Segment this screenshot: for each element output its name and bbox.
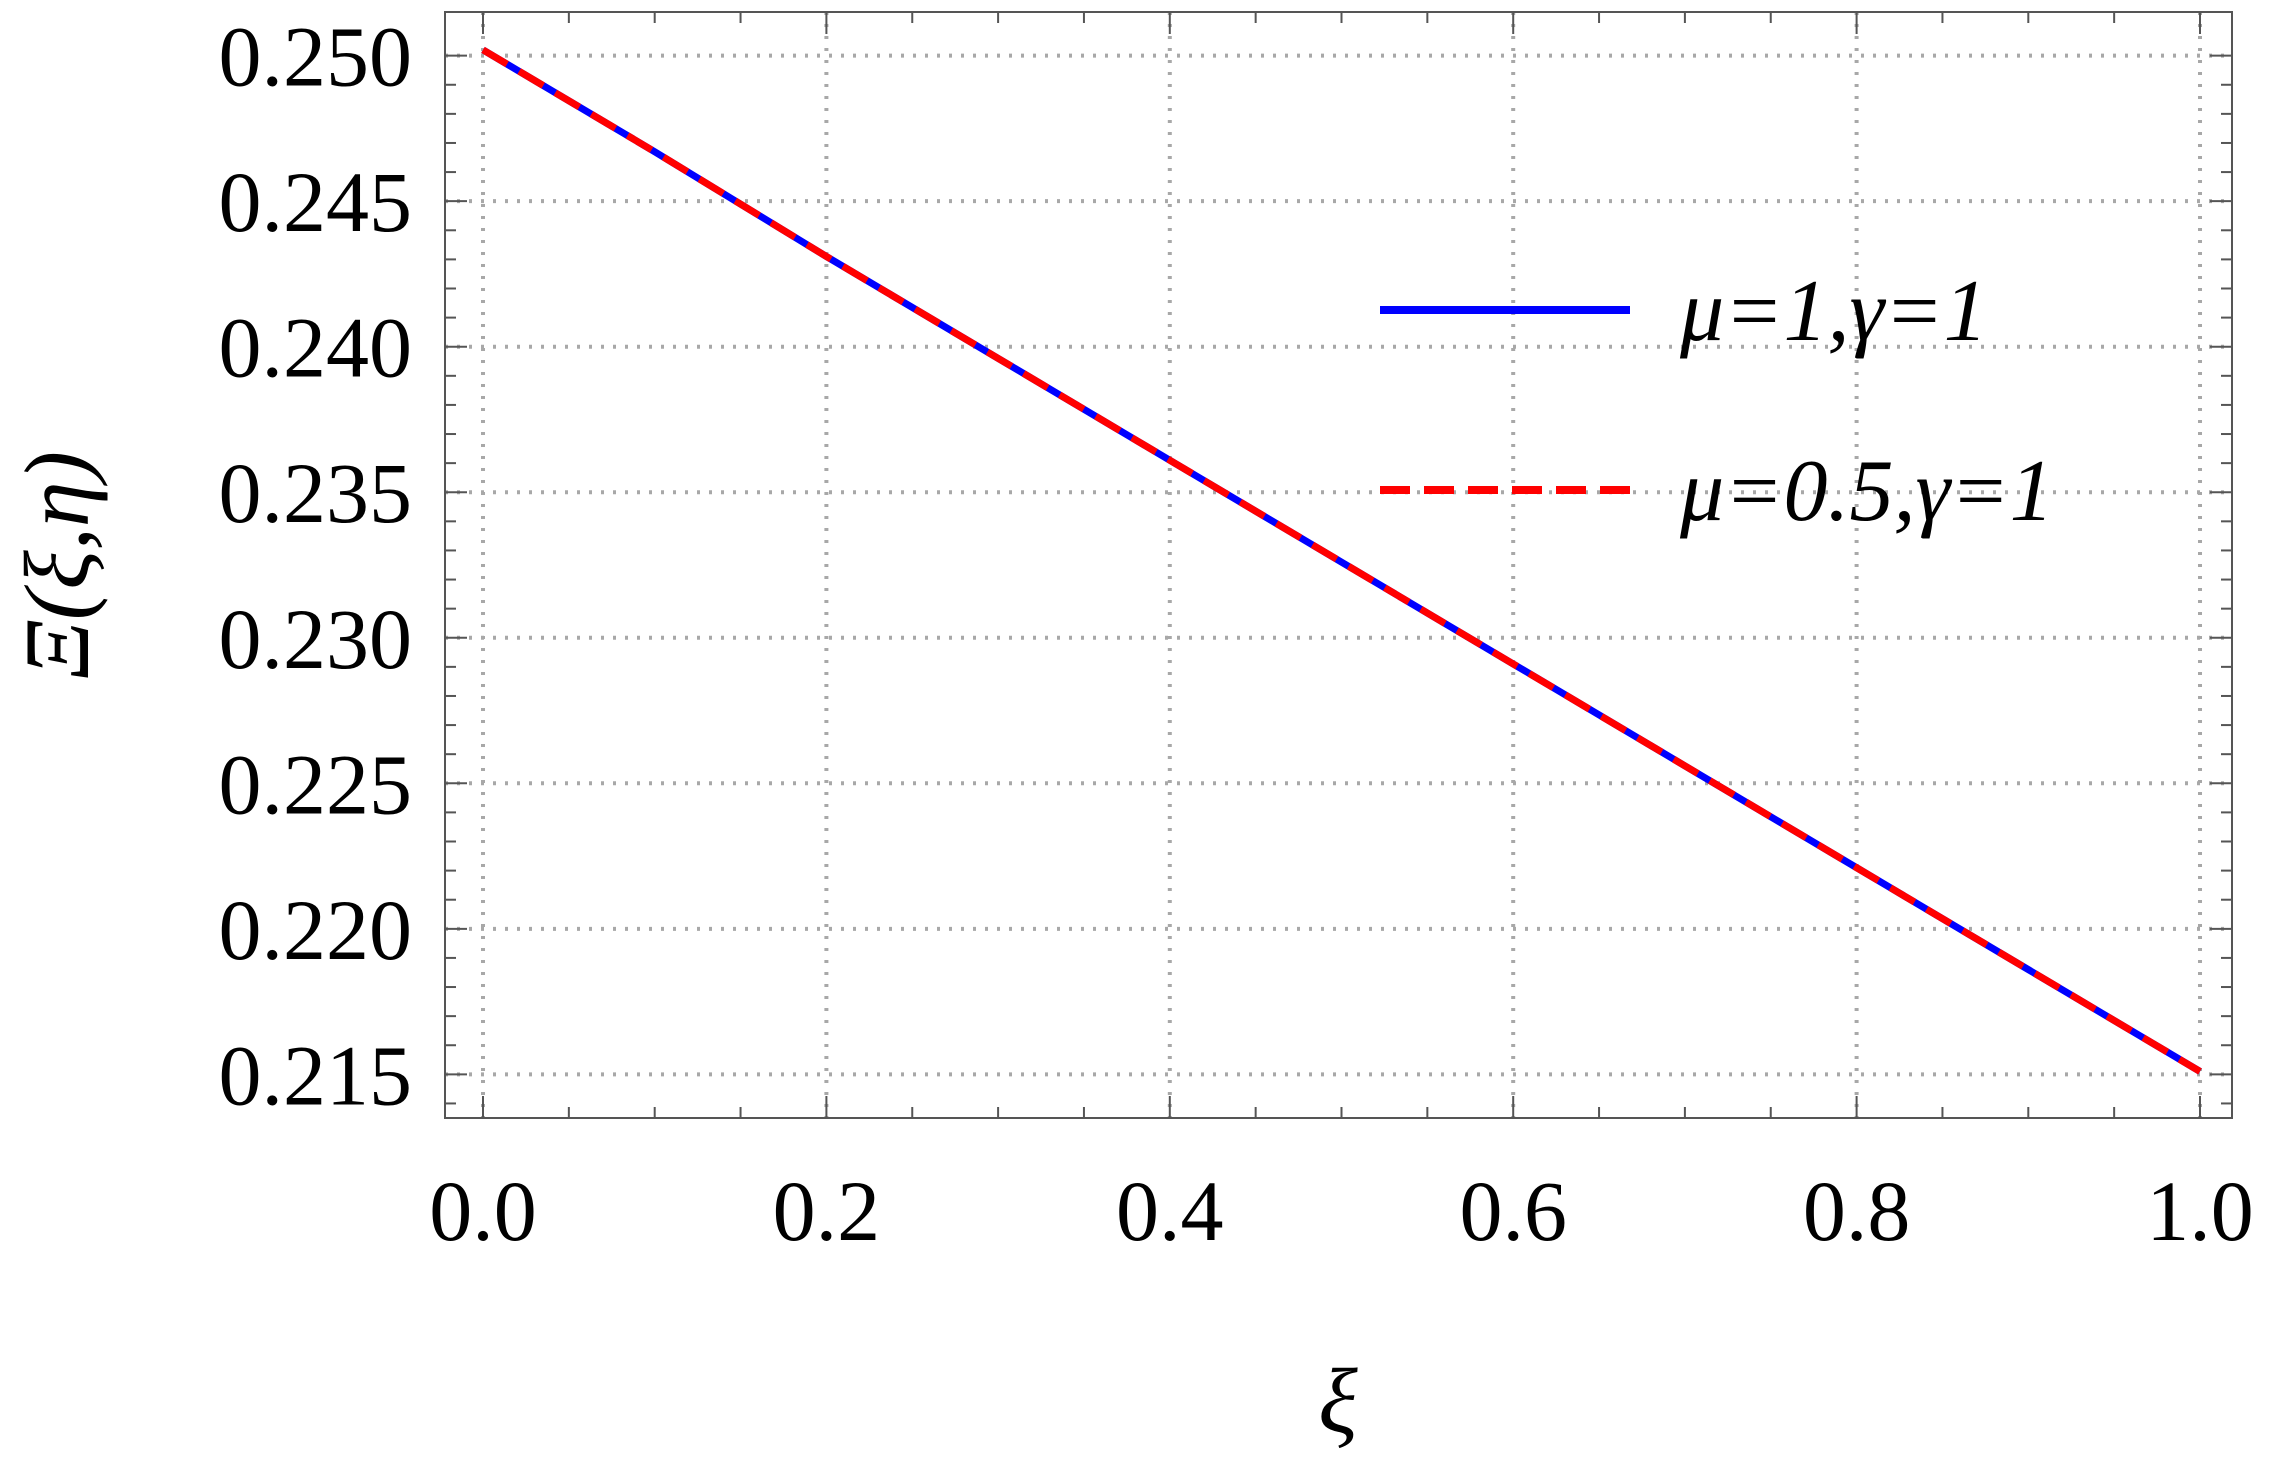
legend: μ=1,γ=1 μ=0.5,γ=1 bbox=[1380, 263, 2054, 540]
y-tick-label: 0.250 bbox=[219, 9, 413, 105]
x-tick-label: 0.0 bbox=[429, 1163, 537, 1259]
y-tick-label: 0.245 bbox=[219, 154, 413, 250]
series-line-2 bbox=[481, 46, 2202, 1075]
y-tick-label: 0.220 bbox=[219, 882, 413, 978]
x-tick-label: 0.2 bbox=[773, 1163, 881, 1259]
x-axis-label: ξ bbox=[1318, 1350, 1358, 1452]
y-tick-label: 0.230 bbox=[219, 591, 413, 687]
x-tick-label: 0.4 bbox=[1116, 1163, 1224, 1259]
y-axis-label: Ξ(ξ,η) bbox=[6, 451, 108, 679]
x-tick-label: 0.6 bbox=[1459, 1163, 1567, 1259]
y-tick-label: 0.225 bbox=[219, 736, 413, 832]
y-tick-label: 0.235 bbox=[219, 445, 413, 541]
legend-label-2: μ=0.5,γ=1 bbox=[1679, 443, 2054, 540]
x-tick-label: 0.8 bbox=[1803, 1163, 1911, 1259]
x-tick-labels: 0.0 0.2 0.4 0.6 0.8 1.0 bbox=[429, 1163, 2254, 1259]
legend-label-1: μ=1,γ=1 bbox=[1679, 263, 1988, 360]
y-tick-label: 0.240 bbox=[219, 300, 413, 396]
plot-frame bbox=[444, 11, 2233, 1119]
grid-lines bbox=[445, 12, 2232, 1118]
y-tick-labels: 0.215 0.220 0.225 0.230 0.235 0.240 0.245 0.250 bbox=[219, 9, 413, 1124]
x-tick-label: 1.0 bbox=[2146, 1163, 2254, 1259]
series-lines bbox=[481, 46, 2202, 1075]
y-tick-label: 0.215 bbox=[219, 1027, 413, 1123]
minor-ticks bbox=[445, 12, 2232, 1118]
